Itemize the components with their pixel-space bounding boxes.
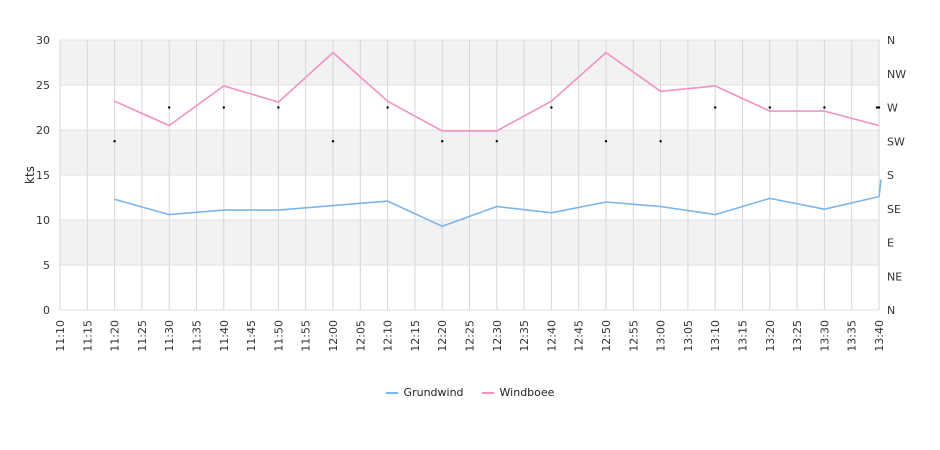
x-tick-label: 12:35 [518, 320, 531, 352]
x-tick-label: 13:00 [655, 320, 668, 352]
direction-marker [495, 140, 498, 143]
direction-marker [875, 106, 879, 109]
y-tick-label: 0 [43, 304, 50, 317]
legend-swatch-windboee [481, 391, 494, 394]
series-line-grundwind [114, 179, 882, 228]
x-tick-label: 13:30 [818, 320, 831, 352]
y-axis-ticks: 0 5 10 15 20 25 30 [36, 34, 50, 317]
x-tick-label: 11:35 [191, 320, 204, 352]
direction-marker [441, 140, 444, 143]
x-tick-label: 11:30 [163, 320, 176, 352]
direction-tick-label: W [887, 102, 898, 115]
y-tick-label: 20 [36, 124, 50, 137]
direction-marker [877, 106, 881, 109]
x-tick-label: 12:05 [354, 320, 367, 352]
x-tick-label: 13:10 [709, 320, 722, 352]
y-tick-label: 25 [36, 79, 50, 92]
y-axis-title: kts [23, 166, 37, 184]
direction-marker [823, 106, 826, 109]
x-tick-label: 12:10 [382, 320, 395, 352]
legend-item-grundwind[interactable]: Grundwind [385, 386, 464, 399]
direction-marker [604, 140, 608, 143]
direction-tick-label: NE [887, 270, 902, 283]
y-tick-label: 30 [36, 34, 50, 47]
x-tick-label: 12:55 [627, 320, 640, 352]
direction-marker [768, 106, 771, 109]
x-axis-ticks: 11:10 11:15 11:20 11:25 11:30 11:35 11:40 11:45… [54, 320, 886, 352]
x-tick-label: 13:25 [791, 320, 804, 352]
x-tick-label: 13:15 [737, 320, 750, 352]
direction-marker [659, 140, 662, 143]
x-tick-label: 11:40 [218, 320, 231, 352]
direction-marker [550, 106, 553, 109]
series-line-windboee [114, 51, 880, 132]
x-tick-label: 13:20 [764, 320, 777, 352]
grid-lines [59, 39, 880, 311]
x-tick-label: 13:35 [846, 320, 859, 352]
direction-tick-label: N [887, 304, 895, 317]
direction-axis-ticks: N NE E SE S SW W NW N [887, 34, 906, 317]
direction-tick-label: E [887, 237, 894, 250]
direction-marker [277, 106, 280, 109]
direction-marker [714, 106, 717, 109]
direction-marker [168, 106, 171, 109]
x-tick-label: 12:25 [464, 320, 477, 352]
direction-tick-label: N [887, 34, 895, 47]
legend-item-windboee[interactable]: Windboee [481, 386, 555, 399]
series-lines [114, 51, 882, 228]
x-tick-label: 12:20 [436, 320, 449, 352]
x-tick-label: 12:50 [600, 320, 613, 352]
x-tick-label: 11:20 [109, 320, 122, 352]
x-tick-label: 11:25 [136, 320, 149, 352]
direction-marker [113, 140, 116, 143]
direction-markers [113, 106, 881, 143]
x-tick-label: 12:15 [409, 320, 422, 352]
y-tick-label: 15 [36, 169, 50, 182]
direction-marker [386, 106, 389, 109]
y-tick-label: 5 [43, 259, 50, 272]
x-tick-label: 11:45 [245, 320, 258, 352]
x-tick-label: 11:50 [272, 320, 285, 352]
x-tick-label: 12:30 [491, 320, 504, 352]
x-tick-label: 12:40 [545, 320, 558, 352]
direction-marker [222, 106, 225, 109]
direction-marker [331, 140, 335, 143]
x-tick-label: 11:15 [81, 320, 94, 352]
x-tick-label: 11:10 [54, 320, 67, 352]
legend-swatch-grundwind [385, 391, 398, 394]
x-tick-label: 13:40 [873, 320, 886, 352]
direction-tick-label: SE [887, 203, 901, 216]
legend: Grundwind Windboee [0, 386, 940, 399]
x-tick-label: 11:55 [300, 320, 313, 352]
y-tick-label: 10 [36, 214, 50, 227]
direction-tick-label: S [887, 169, 894, 182]
legend-label-grundwind: Grundwind [403, 386, 464, 399]
direction-tick-label: SW [887, 135, 905, 148]
x-tick-label: 12:00 [327, 320, 340, 352]
x-tick-label: 12:45 [573, 320, 586, 352]
legend-label-windboee: Windboee [499, 386, 555, 399]
direction-tick-label: NW [887, 68, 906, 81]
x-tick-label: 13:05 [682, 320, 695, 352]
